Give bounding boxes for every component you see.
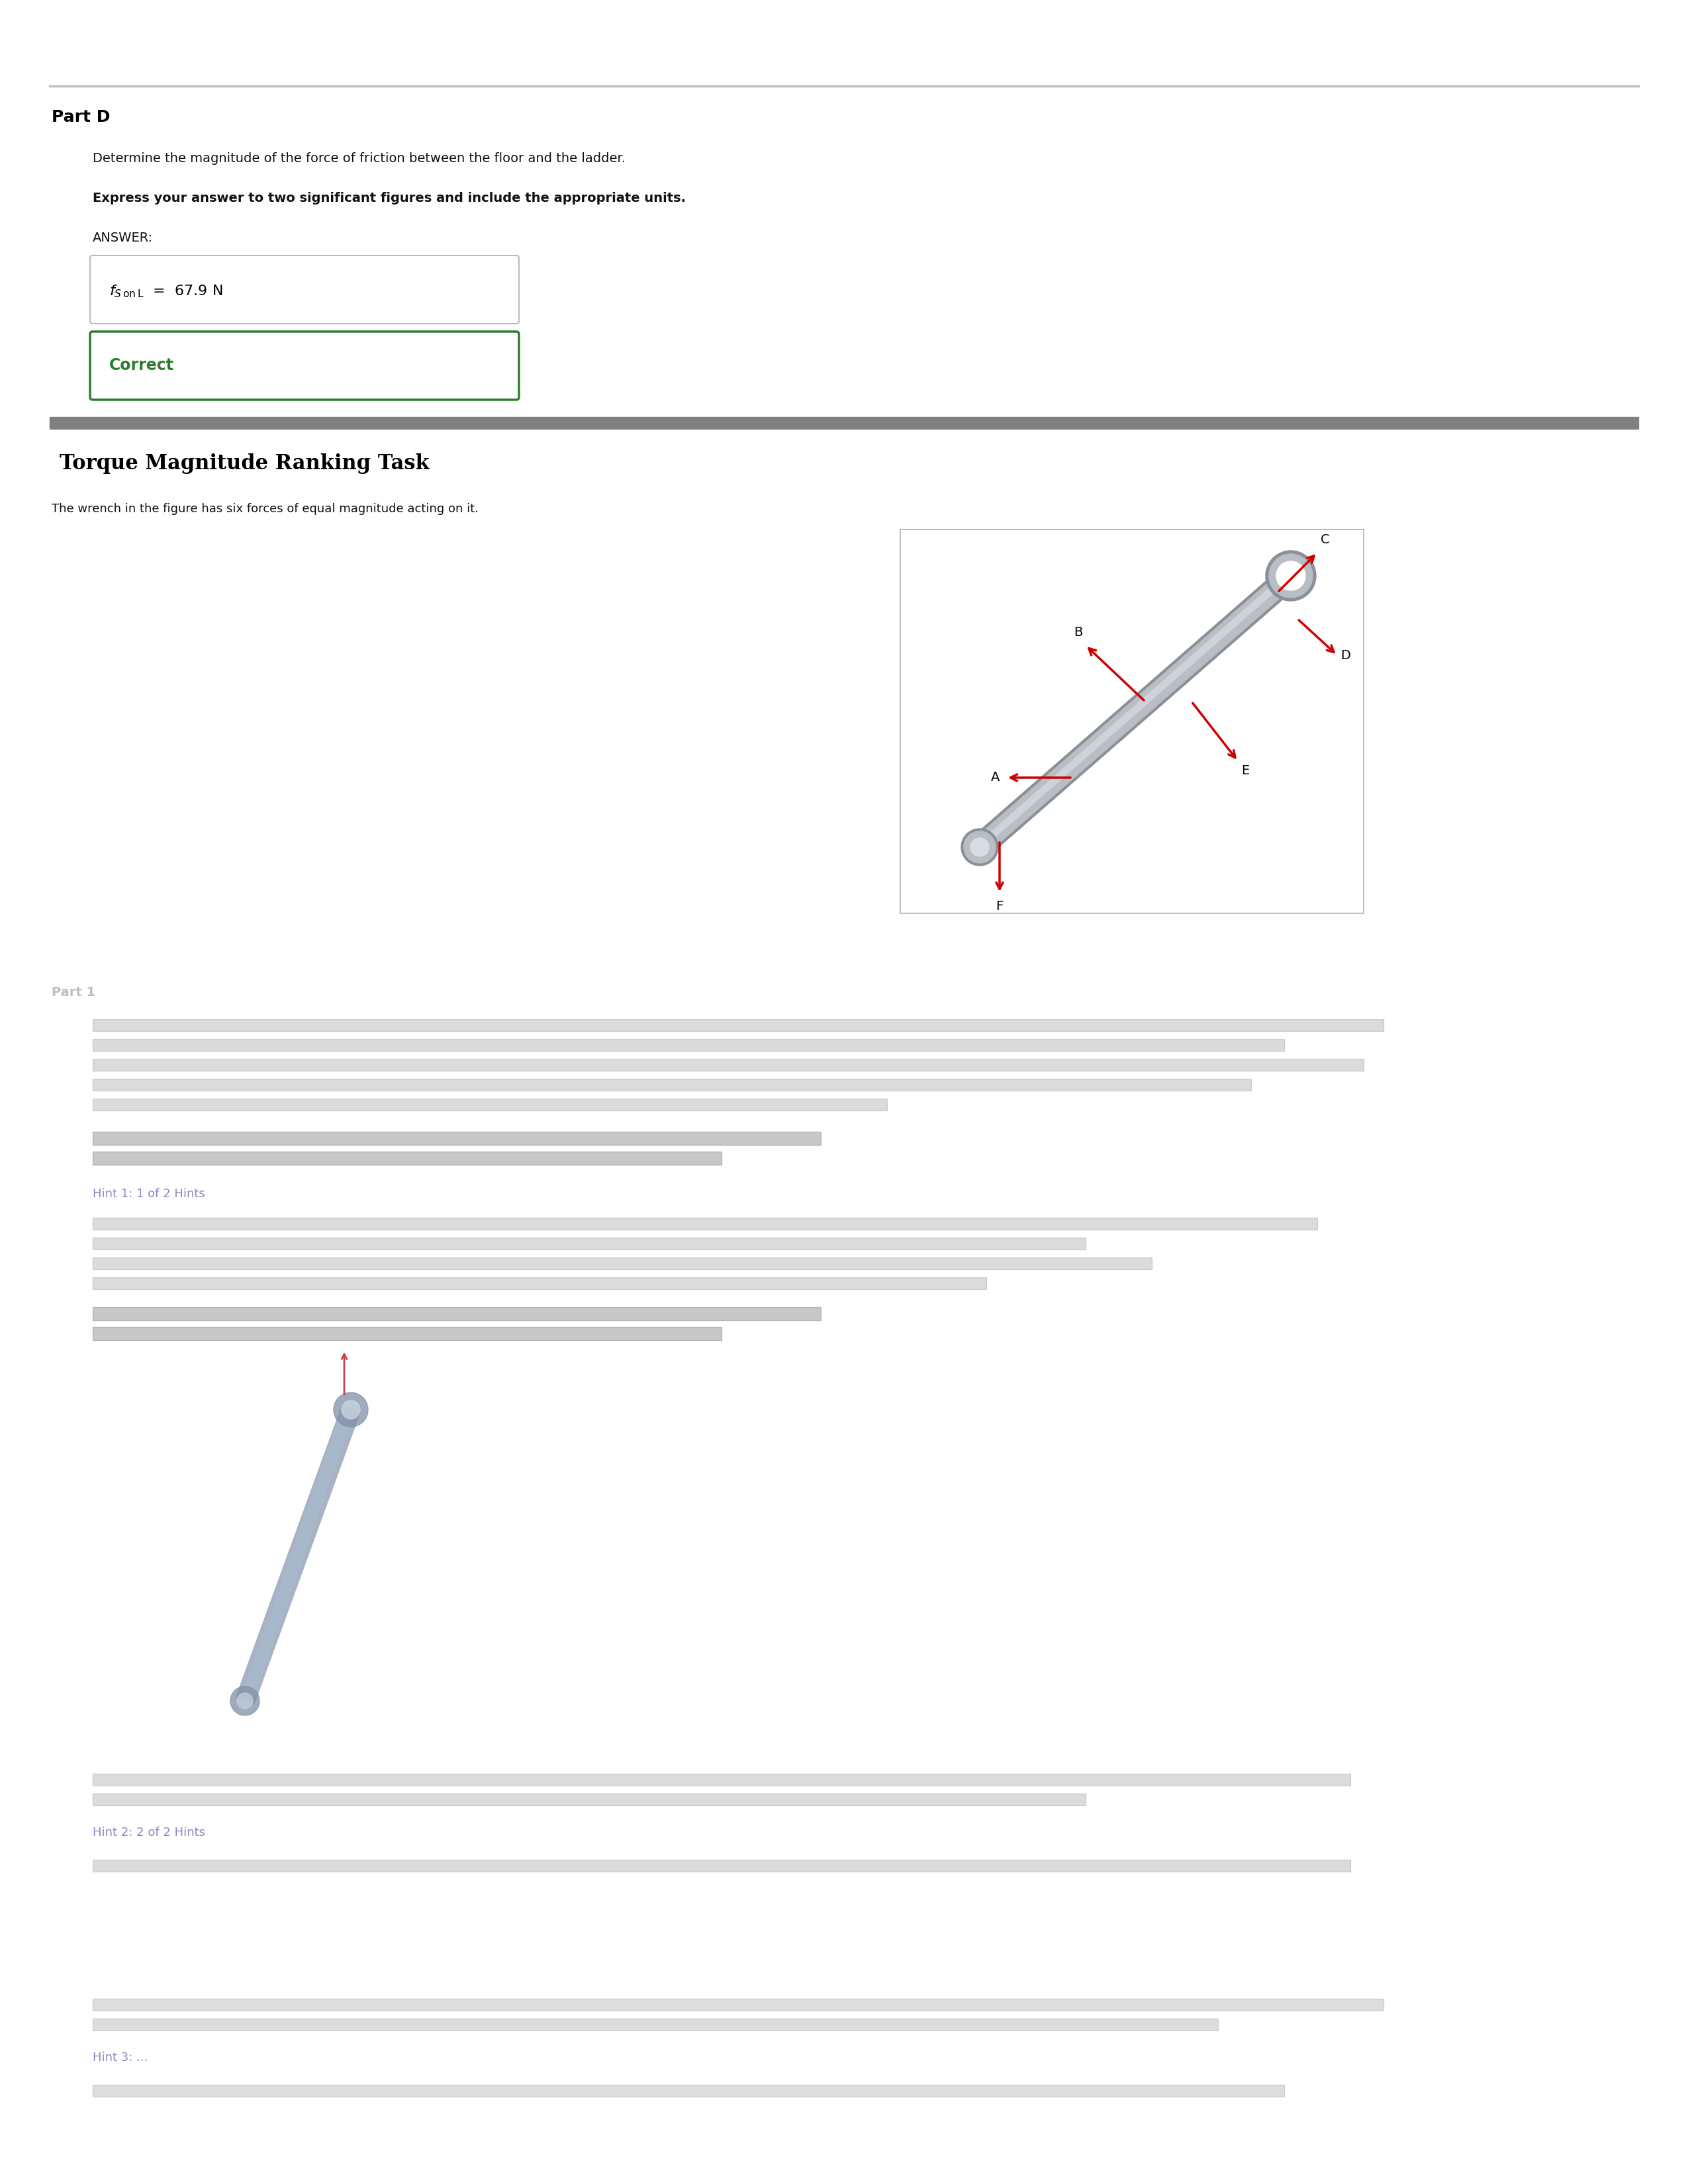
Circle shape — [1269, 555, 1313, 598]
Text: F: F — [996, 900, 1003, 913]
Text: B: B — [1074, 627, 1082, 638]
Text: Torque Magnitude Ranking Task: Torque Magnitude Ranking Task — [59, 454, 429, 474]
Bar — [93, 2086, 1285, 2097]
Bar — [93, 1219, 1317, 1230]
Circle shape — [341, 1400, 360, 1420]
Bar — [93, 1278, 986, 1289]
Bar — [93, 2018, 1219, 2031]
Text: C: C — [1320, 533, 1330, 546]
Circle shape — [334, 1393, 368, 1426]
Bar — [93, 1040, 1285, 1051]
Text: Hint 2: 2 of 2 Hints: Hint 2: 2 of 2 Hints — [93, 1826, 206, 1839]
Bar — [93, 1998, 1384, 2011]
Bar — [93, 1079, 1251, 1090]
Bar — [93, 1131, 820, 1144]
Text: $f_{S\,\mathrm{on\,L}}$  =  67.9 N: $f_{S\,\mathrm{on\,L}}$ = 67.9 N — [110, 284, 223, 299]
Text: E: E — [1241, 764, 1249, 778]
Bar — [93, 1258, 1151, 1269]
Text: D: D — [1340, 649, 1350, 662]
Text: Express your answer to two significant figures and include the appropriate units: Express your answer to two significant f… — [93, 192, 685, 205]
Bar — [93, 1861, 1350, 1872]
FancyBboxPatch shape — [89, 332, 518, 400]
Bar — [93, 1020, 1384, 1031]
Circle shape — [230, 1686, 260, 1714]
Text: ANSWER:: ANSWER: — [93, 232, 154, 245]
Text: Part 1: Part 1 — [52, 987, 96, 998]
Circle shape — [971, 839, 989, 856]
Text: Determine the magnitude of the force of friction between the floor and the ladde: Determine the magnitude of the force of … — [93, 153, 626, 164]
Bar — [93, 1306, 820, 1321]
Bar — [93, 1059, 1364, 1070]
Bar — [49, 417, 1639, 428]
Bar — [93, 1238, 1085, 1249]
Text: The wrench in the figure has six forces of equal magnitude acting on it.: The wrench in the figure has six forces … — [52, 502, 479, 515]
Text: Correct: Correct — [110, 358, 174, 373]
Bar — [93, 1793, 1085, 1806]
Circle shape — [236, 1693, 253, 1708]
Circle shape — [960, 828, 998, 865]
Bar — [93, 1773, 1350, 1787]
Text: Part D: Part D — [52, 109, 110, 124]
Text: Hint 1: 1 of 2 Hints: Hint 1: 1 of 2 Hints — [93, 1188, 204, 1199]
Bar — [900, 529, 1364, 913]
FancyBboxPatch shape — [89, 256, 518, 323]
Circle shape — [1276, 561, 1305, 590]
Circle shape — [1266, 550, 1317, 601]
Text: A: A — [991, 771, 999, 784]
Bar — [93, 1099, 886, 1109]
Text: Hint 3: ...: Hint 3: ... — [93, 2051, 149, 2064]
Bar — [93, 1328, 721, 1341]
Bar — [93, 1151, 721, 1164]
Circle shape — [964, 832, 996, 863]
